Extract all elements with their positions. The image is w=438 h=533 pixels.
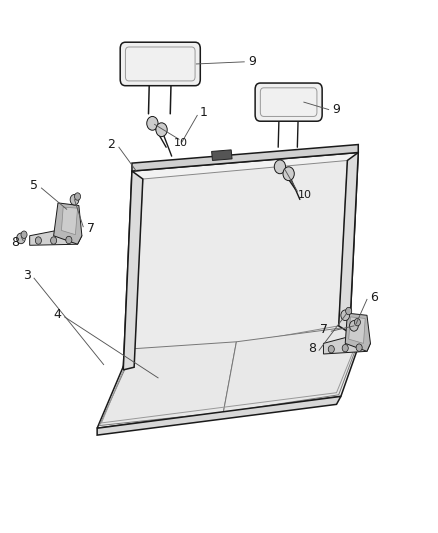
Polygon shape [53, 203, 82, 244]
Circle shape [346, 308, 352, 315]
Circle shape [74, 193, 81, 200]
Polygon shape [212, 150, 232, 160]
Circle shape [35, 237, 42, 244]
Text: 10: 10 [174, 138, 188, 148]
Polygon shape [349, 317, 365, 343]
Text: 7: 7 [87, 222, 95, 235]
Polygon shape [132, 144, 358, 171]
Text: 3: 3 [23, 269, 31, 282]
Circle shape [274, 160, 286, 174]
Circle shape [342, 344, 348, 352]
Circle shape [350, 320, 358, 331]
Polygon shape [339, 152, 358, 333]
FancyBboxPatch shape [255, 83, 322, 121]
Text: 4: 4 [53, 308, 61, 321]
Text: 9: 9 [248, 55, 256, 68]
Polygon shape [123, 152, 358, 370]
Circle shape [66, 236, 72, 244]
Circle shape [21, 231, 27, 238]
Circle shape [17, 233, 25, 244]
Circle shape [147, 116, 158, 130]
Polygon shape [61, 207, 78, 235]
Polygon shape [345, 313, 371, 351]
Circle shape [50, 237, 57, 244]
FancyBboxPatch shape [120, 42, 200, 86]
Polygon shape [30, 229, 82, 245]
Text: 9: 9 [332, 103, 340, 116]
Text: 7: 7 [320, 322, 328, 336]
Polygon shape [323, 336, 371, 354]
Circle shape [328, 345, 334, 353]
Polygon shape [99, 342, 237, 425]
Text: 1: 1 [200, 106, 208, 119]
Text: 8: 8 [11, 236, 19, 249]
Text: 5: 5 [30, 179, 38, 192]
Text: 8: 8 [308, 342, 316, 354]
Circle shape [354, 318, 360, 326]
Polygon shape [134, 160, 347, 362]
Polygon shape [123, 171, 143, 370]
Circle shape [283, 167, 294, 181]
Polygon shape [223, 325, 365, 413]
Text: 10: 10 [298, 190, 312, 200]
Circle shape [341, 310, 350, 320]
Circle shape [356, 344, 362, 351]
Circle shape [156, 123, 167, 136]
Circle shape [70, 195, 79, 205]
Polygon shape [97, 322, 367, 428]
Polygon shape [97, 397, 341, 435]
Text: 2: 2 [107, 138, 115, 151]
Text: 6: 6 [371, 291, 378, 304]
